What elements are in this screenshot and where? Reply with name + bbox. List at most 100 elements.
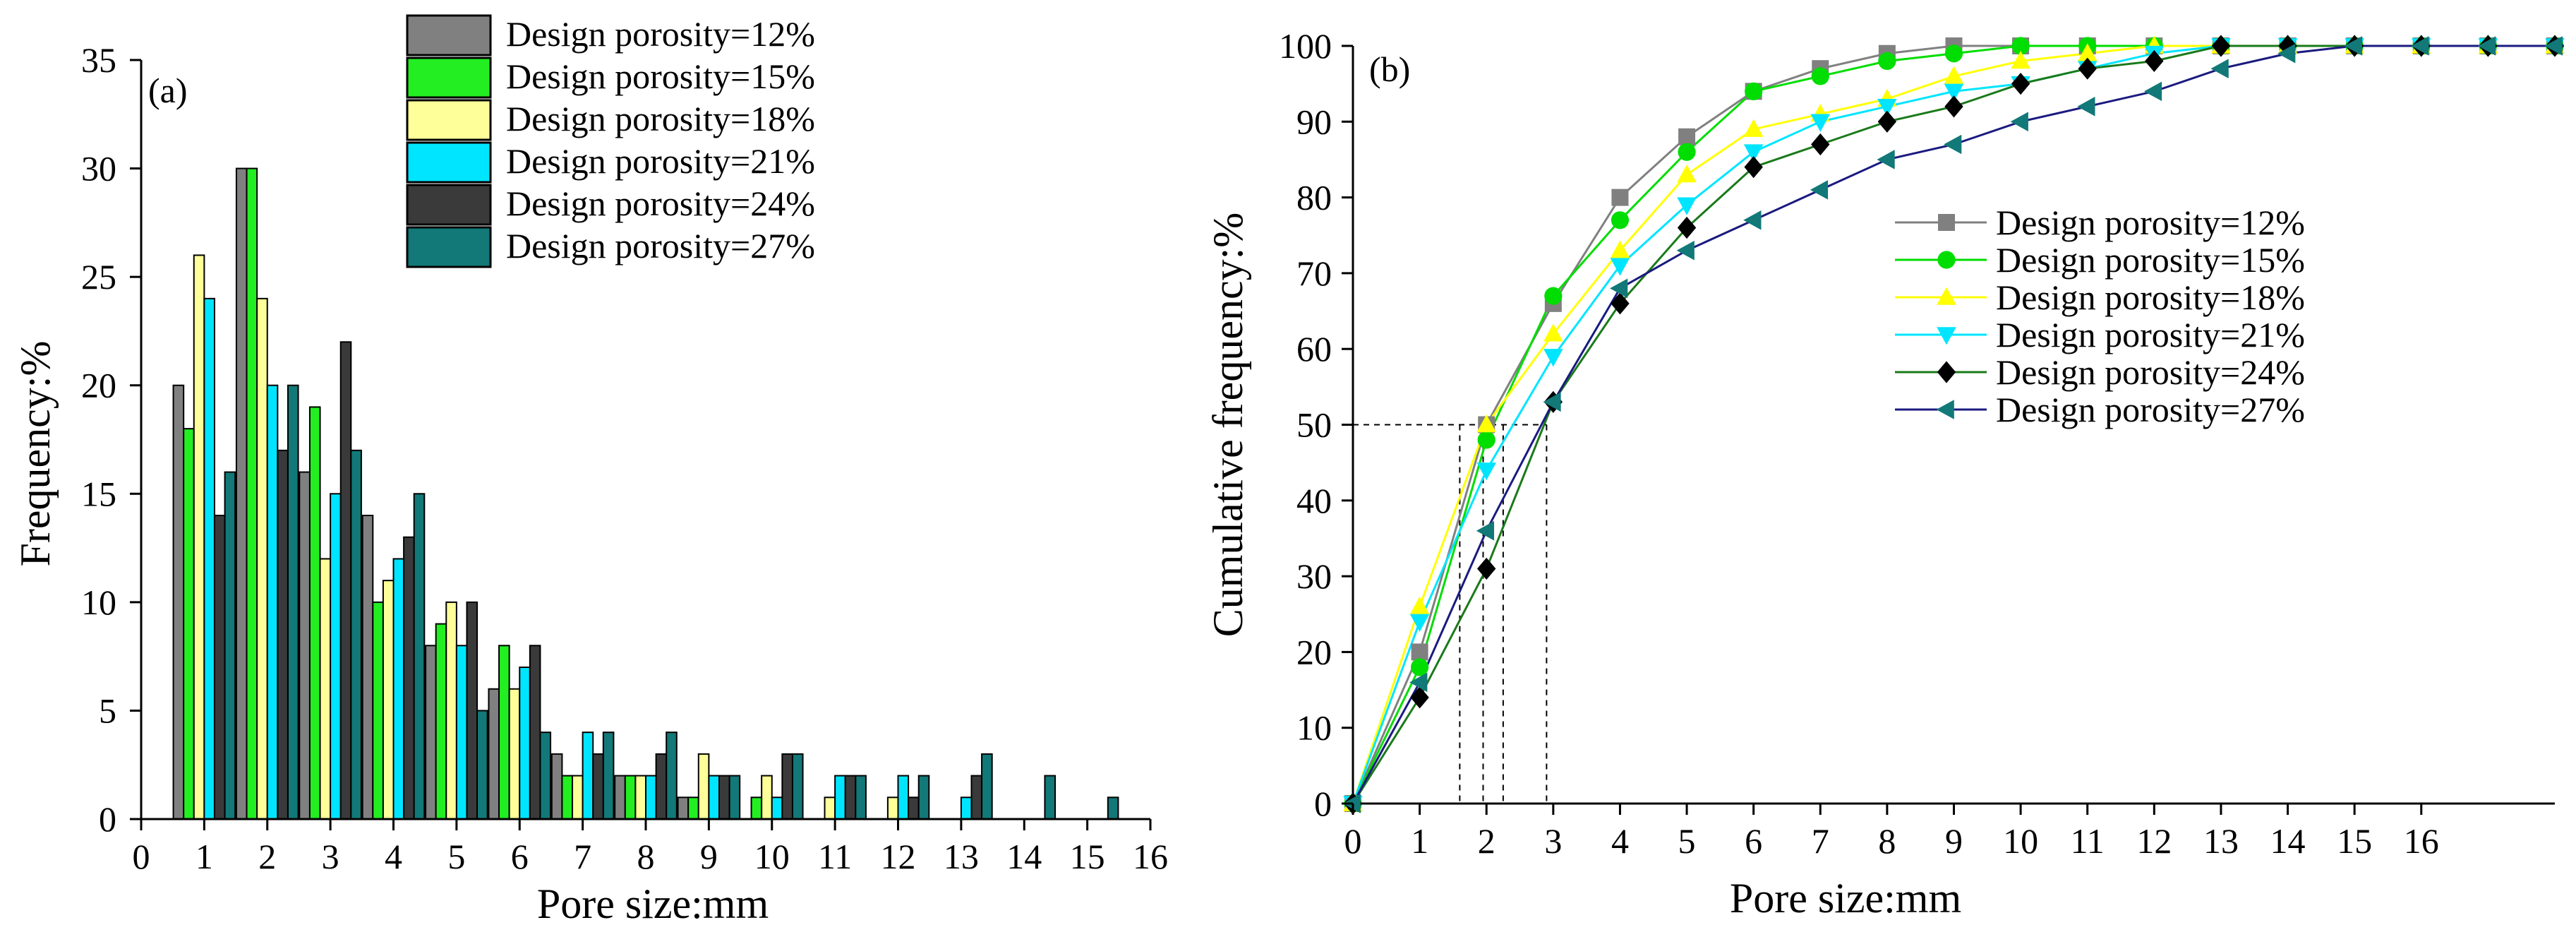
bar bbox=[299, 471, 311, 820]
bar bbox=[224, 471, 236, 820]
data-point bbox=[1409, 672, 1428, 693]
legend-label: Design porosity=27% bbox=[506, 226, 815, 265]
chart-b: 0 1 2 3 4 5 6 7 8 9 10 11 12 13 14 15 160102030405060708… bbox=[1205, 26, 2565, 921]
y-tick-label: 100 bbox=[1279, 26, 1332, 66]
x-tick-label: 2 bbox=[1478, 821, 1495, 861]
data-point bbox=[1411, 643, 1428, 661]
bar bbox=[308, 406, 321, 820]
legend-swatch bbox=[406, 99, 492, 141]
legend-marker bbox=[1938, 214, 1955, 231]
bar bbox=[445, 601, 457, 820]
bar bbox=[550, 753, 563, 820]
data-point bbox=[1410, 686, 1429, 709]
bar bbox=[350, 449, 362, 820]
y-tick-label: 90 bbox=[1296, 102, 1332, 141]
bar bbox=[834, 775, 846, 820]
bar bbox=[970, 775, 983, 820]
data-point bbox=[2143, 81, 2162, 102]
data-point bbox=[1611, 189, 1629, 206]
bar bbox=[917, 775, 930, 820]
bar bbox=[1044, 775, 1057, 820]
legend-label: Design porosity=27% bbox=[1996, 390, 2305, 429]
bar bbox=[183, 428, 195, 820]
legend-label: Design porosity=12% bbox=[1996, 203, 2305, 242]
y-tick-label: 10 bbox=[1296, 708, 1332, 748]
bar bbox=[488, 688, 500, 820]
x-tick-label: 4 bbox=[1611, 821, 1629, 861]
bar bbox=[193, 254, 205, 820]
x-tick-label: 10 bbox=[754, 837, 790, 876]
y-tick-label: 25 bbox=[81, 257, 116, 297]
x-tick-label: 15 bbox=[2337, 821, 2372, 861]
y-tick-label: 15 bbox=[81, 474, 116, 513]
bar bbox=[339, 341, 352, 820]
data-point bbox=[1611, 292, 1630, 315]
data-point bbox=[1810, 180, 1829, 200]
y-tick-label: 30 bbox=[1296, 556, 1332, 596]
x-tick-label: 3 bbox=[1544, 821, 1562, 861]
bar bbox=[498, 645, 510, 820]
x-tick-label: 13 bbox=[2203, 821, 2239, 861]
y-tick-label: 70 bbox=[1296, 253, 1332, 293]
y-tick-label: 20 bbox=[1296, 632, 1332, 672]
bar bbox=[246, 167, 258, 820]
data-point bbox=[1477, 431, 1495, 449]
y-tick-label: 20 bbox=[81, 366, 116, 405]
bar bbox=[718, 775, 730, 820]
data-point bbox=[2411, 36, 2429, 56]
data-point bbox=[1743, 210, 1762, 230]
bar bbox=[539, 732, 552, 820]
bar bbox=[382, 580, 395, 820]
data-point bbox=[2145, 49, 2164, 73]
bar bbox=[602, 732, 615, 820]
bar bbox=[645, 775, 657, 820]
data-point bbox=[2011, 37, 2030, 55]
x-tick-label: 9 bbox=[700, 837, 718, 876]
bar bbox=[266, 384, 279, 820]
chart-a: 0 1 2 3 4 5 6 7 8 9 10 11 12 13 14 15 1605101520253035Po… bbox=[12, 14, 1168, 927]
legend-marker bbox=[1936, 400, 1954, 419]
y-tick-label: 60 bbox=[1296, 329, 1332, 369]
bar bbox=[687, 796, 699, 820]
panel-label: (b) bbox=[1369, 49, 1410, 89]
data-point bbox=[1743, 119, 1764, 137]
legend-label: Design porosity=15% bbox=[506, 56, 815, 96]
data-point bbox=[2077, 43, 2097, 61]
x-tick-label: 0 bbox=[133, 837, 150, 876]
data-point bbox=[2477, 36, 2496, 56]
x-tick-label: 6 bbox=[1745, 821, 1762, 861]
legend-label: Design porosity=21% bbox=[1996, 315, 2305, 354]
legend-marker bbox=[1937, 287, 1956, 305]
bar bbox=[256, 297, 268, 820]
bar bbox=[425, 645, 437, 820]
bar bbox=[1107, 796, 1119, 820]
x-tick-label: 0 bbox=[1344, 821, 1362, 861]
bar bbox=[781, 753, 793, 820]
bar bbox=[624, 775, 637, 820]
legend-label: Design porosity=24% bbox=[506, 184, 815, 223]
data-point bbox=[2210, 59, 2229, 78]
data-point bbox=[1944, 95, 1963, 118]
data-point bbox=[2011, 51, 2030, 69]
bar bbox=[897, 775, 910, 820]
bar bbox=[728, 775, 741, 820]
bar bbox=[519, 667, 531, 820]
bar bbox=[981, 753, 993, 820]
data-point bbox=[1811, 133, 1830, 156]
data-point bbox=[1944, 134, 1962, 155]
data-point bbox=[2078, 57, 2097, 80]
x-tick-label: 16 bbox=[2404, 821, 2439, 861]
legend-label: Design porosity=15% bbox=[1996, 240, 2305, 280]
x-tick-label: 1 bbox=[1411, 821, 1428, 861]
bar bbox=[529, 645, 541, 820]
bar bbox=[855, 775, 867, 820]
x-tick-label: 8 bbox=[1878, 821, 1896, 861]
bar bbox=[172, 384, 185, 820]
bar bbox=[235, 167, 248, 820]
bar bbox=[213, 515, 226, 820]
bar bbox=[697, 753, 710, 820]
data-point bbox=[2277, 43, 2296, 64]
bar bbox=[413, 493, 426, 820]
legend-label: Design porosity=21% bbox=[506, 141, 815, 181]
data-point bbox=[2077, 97, 2095, 117]
